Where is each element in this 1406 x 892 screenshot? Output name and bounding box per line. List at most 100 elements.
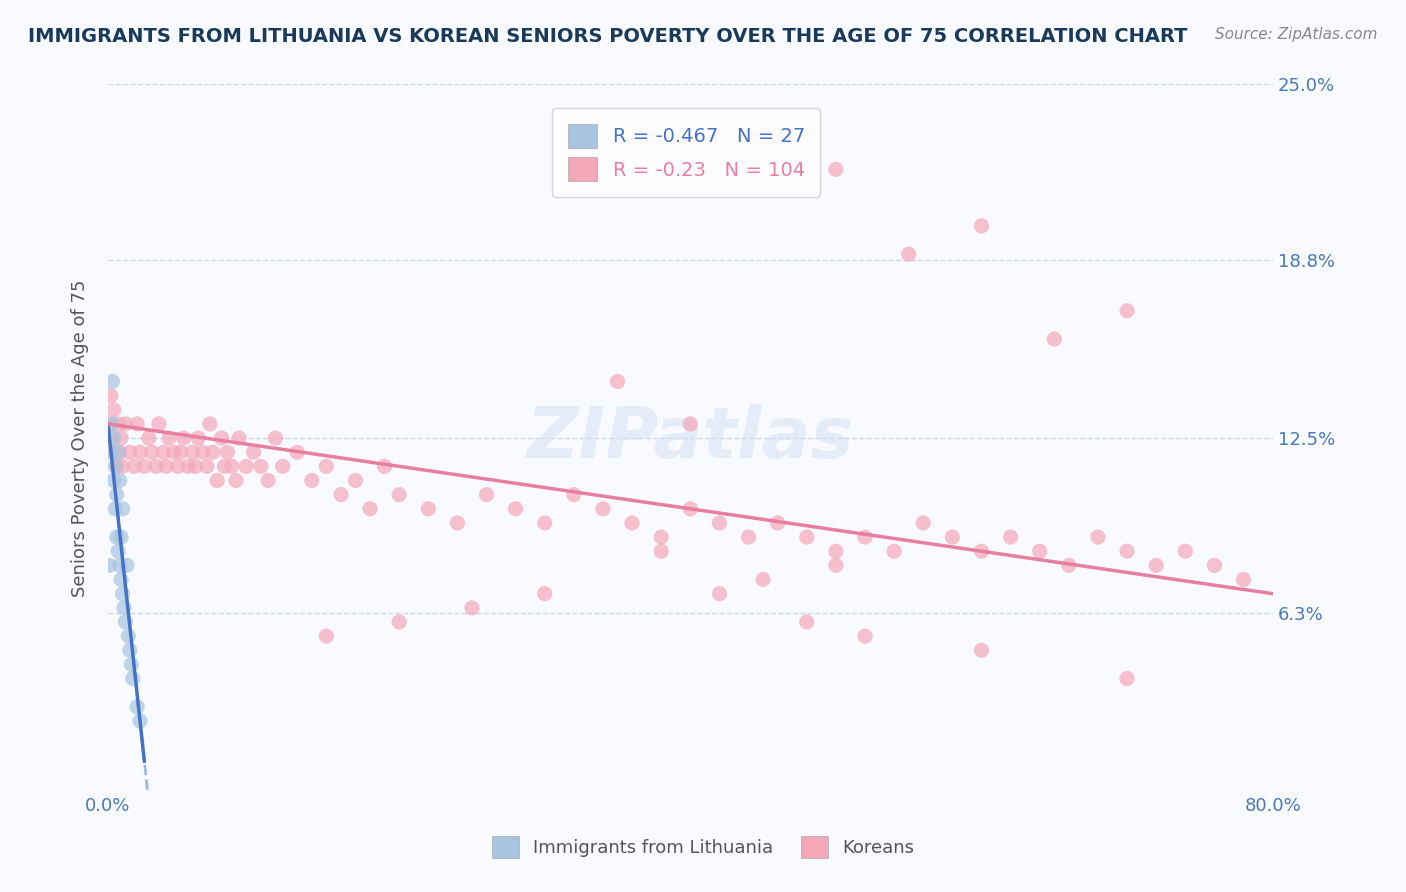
Point [1174, 544, 1197, 558]
Text: IMMIGRANTS FROM LITHUANIA VS KOREAN SENIORS POVERTY OVER THE AGE OF 75 CORRELATI: IMMIGRANTS FROM LITHUANIA VS KOREAN SENI… [28, 27, 1188, 45]
Point [138, 431, 160, 445]
Point [108, 558, 131, 573]
Text: ZIPatlas: ZIPatlas [527, 403, 853, 473]
Point [181, 445, 204, 459]
Point [100, 389, 122, 403]
Point [121, 672, 143, 686]
Point [114, 615, 136, 629]
Point [679, 501, 702, 516]
Point [110, 530, 132, 544]
Point [170, 445, 193, 459]
Point [112, 600, 135, 615]
Point [100, 445, 122, 459]
Point [970, 643, 993, 657]
Point [388, 488, 411, 502]
Point [117, 629, 139, 643]
Point [110, 431, 132, 445]
Point [1028, 544, 1050, 558]
Point [679, 417, 702, 431]
Text: Source: ZipAtlas.com: Source: ZipAtlas.com [1215, 27, 1378, 42]
Point [110, 573, 132, 587]
Point [1116, 544, 1139, 558]
Point [118, 445, 141, 459]
Point [214, 459, 236, 474]
Point [129, 714, 152, 728]
Point [103, 474, 125, 488]
Point [853, 530, 876, 544]
Point [825, 544, 848, 558]
Point [737, 530, 759, 544]
Point [98, 417, 121, 431]
Point [167, 459, 190, 474]
Legend: Immigrants from Lithuania, Koreans: Immigrants from Lithuania, Koreans [485, 829, 921, 865]
Point [103, 431, 125, 445]
Point [104, 445, 127, 459]
Point [883, 544, 905, 558]
Point [388, 615, 411, 629]
Point [173, 431, 195, 445]
Point [250, 459, 273, 474]
Point [796, 615, 818, 629]
Point [127, 699, 149, 714]
Point [1232, 573, 1254, 587]
Point [191, 445, 214, 459]
Point [1087, 530, 1109, 544]
Point [796, 530, 818, 544]
Point [157, 431, 180, 445]
Point [111, 501, 134, 516]
Point [329, 488, 352, 502]
Point [650, 544, 672, 558]
Point [897, 247, 920, 261]
Point [359, 501, 381, 516]
Point [912, 516, 935, 530]
Point [418, 501, 440, 516]
Point [114, 417, 136, 431]
Point [1043, 332, 1066, 346]
Point [264, 431, 287, 445]
Point [606, 375, 628, 389]
Point [1057, 558, 1080, 573]
Point [115, 558, 138, 573]
Point [141, 445, 163, 459]
Point [108, 474, 131, 488]
Point [941, 530, 963, 544]
Point [257, 474, 280, 488]
Point [1116, 672, 1139, 686]
Point [98, 558, 121, 573]
Point [621, 516, 644, 530]
Point [187, 431, 209, 445]
Point [225, 474, 247, 488]
Point [825, 162, 848, 177]
Point [228, 431, 250, 445]
Point [344, 474, 367, 488]
Point [205, 474, 228, 488]
Point [104, 459, 127, 474]
Point [177, 459, 200, 474]
Point [122, 459, 145, 474]
Point [533, 587, 555, 601]
Point [315, 629, 337, 643]
Point [107, 417, 129, 431]
Point [709, 516, 731, 530]
Point [111, 459, 134, 474]
Point [970, 544, 993, 558]
Point [162, 445, 184, 459]
Point [105, 459, 128, 474]
Point [446, 516, 468, 530]
Point [103, 402, 125, 417]
Point [107, 544, 129, 558]
Point [533, 516, 555, 530]
Y-axis label: Seniors Poverty Over the Age of 75: Seniors Poverty Over the Age of 75 [72, 279, 89, 597]
Point [709, 587, 731, 601]
Point [127, 417, 149, 431]
Point [198, 417, 221, 431]
Point [201, 445, 224, 459]
Point [195, 459, 218, 474]
Point [111, 587, 134, 601]
Point [475, 488, 498, 502]
Point [101, 417, 124, 431]
Point [242, 445, 264, 459]
Point [129, 445, 152, 459]
Point [120, 657, 142, 672]
Point [101, 431, 124, 445]
